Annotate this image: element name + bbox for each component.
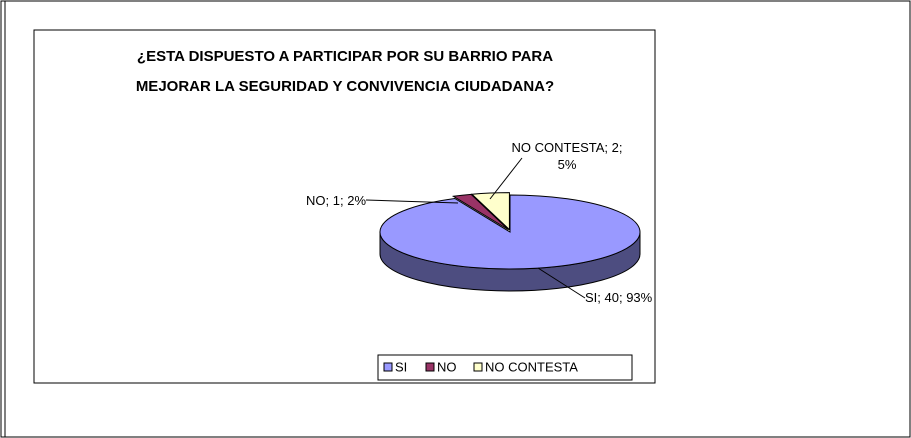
- pie-slice: [379, 194, 641, 270]
- legend-label: SI: [395, 359, 407, 374]
- legend-label: NO CONTESTA: [485, 359, 578, 374]
- leader-line: [537, 267, 586, 299]
- data-label: SI; 40; 93%: [585, 290, 653, 305]
- pie-slice: [451, 193, 509, 231]
- pie: [379, 192, 641, 292]
- legend-label: NO: [437, 359, 457, 374]
- leader-line: [365, 199, 459, 204]
- legend-box: [377, 354, 633, 381]
- legend-swatch: [425, 362, 435, 372]
- data-label: NO CONTESTA; 2; 5%: [511, 140, 623, 172]
- leader-line: [489, 157, 523, 200]
- legend-swatch: [473, 362, 483, 372]
- data-label: NO; 1; 2%: [306, 193, 366, 208]
- legend-swatch: [383, 362, 393, 372]
- pie-slice: [470, 192, 510, 231]
- legend: SI NO NO CONTESTA: [383, 359, 578, 374]
- chart-title: ¿ESTA DISPUESTO A PARTICIPAR POR SU BARR…: [135, 48, 555, 95]
